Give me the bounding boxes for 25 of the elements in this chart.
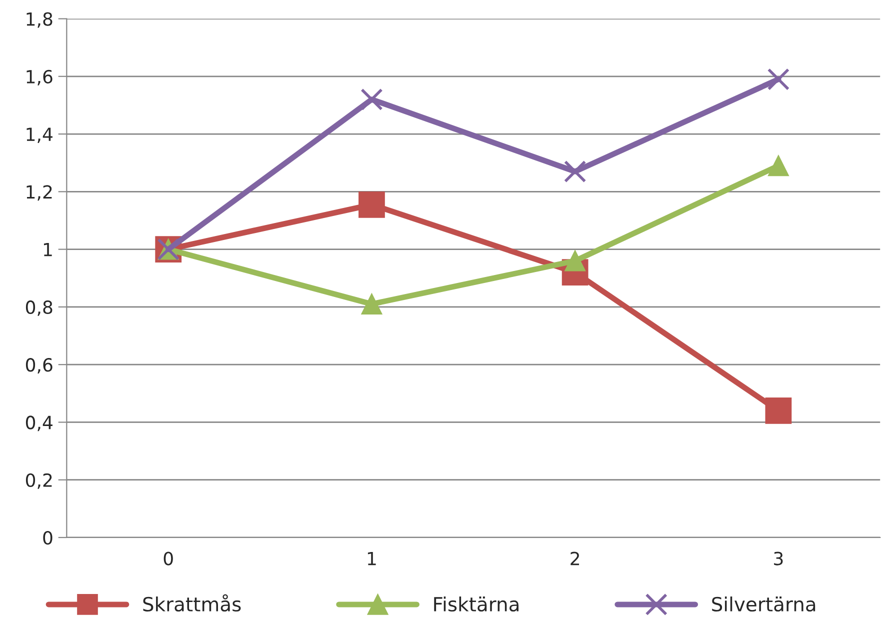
point	[358, 191, 385, 218]
point	[765, 398, 792, 424]
y-tick-label: 1,6	[26, 70, 52, 86]
point	[361, 294, 382, 314]
y-tick-label: 0,6	[26, 358, 52, 374]
y-tick-label: 0,4	[26, 416, 52, 432]
x-tick-label: 3	[774, 552, 783, 566]
point	[767, 68, 790, 90]
x-tick-label: 0	[164, 552, 173, 566]
y-tick-label: 0	[43, 530, 52, 545]
x-tick-label: 1	[368, 552, 376, 566]
point	[768, 155, 789, 176]
y-tick-label: 1,8	[26, 12, 52, 28]
y-tick-label: 1,2	[26, 185, 52, 201]
point	[564, 160, 586, 183]
y-tick-label: 0,8	[26, 300, 52, 316]
y-tick-label: 1,4	[26, 128, 52, 143]
point	[564, 250, 586, 272]
legend-label: Skrattmås	[143, 594, 241, 612]
point	[360, 88, 383, 111]
x-tick-label: 2	[570, 552, 580, 566]
y-tick-label: 0,2	[26, 473, 52, 489]
y-tick-label: 1	[44, 243, 52, 256]
legend-label: Silvertärna	[712, 596, 816, 612]
legend-label: Fisktärna	[434, 596, 518, 612]
